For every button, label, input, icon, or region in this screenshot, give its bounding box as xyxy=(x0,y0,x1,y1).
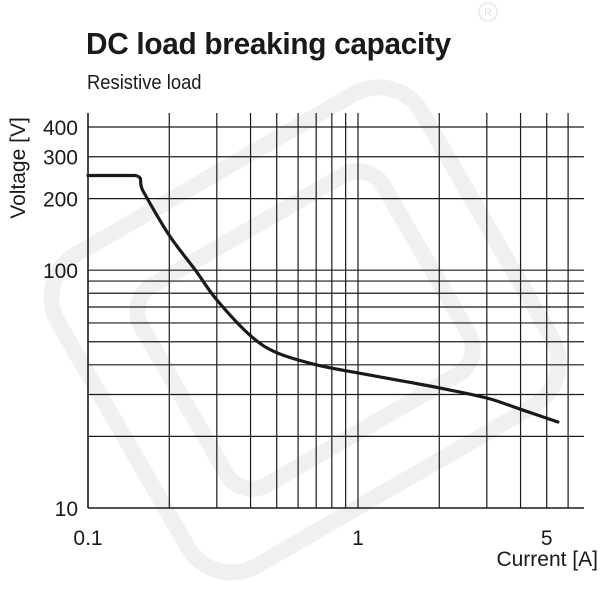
x-tick-label: 1 xyxy=(352,527,364,550)
y-tick-label: 200 xyxy=(43,189,78,212)
x-tick-label: 5 xyxy=(541,527,553,550)
x-axis-label: Current [A] xyxy=(496,548,598,571)
y-tick-labels: 10 100 200 300 400 xyxy=(43,117,78,521)
x-tick-label: 0.1 xyxy=(73,527,102,550)
series-group xyxy=(86,173,560,424)
y-tick-label: 400 xyxy=(43,117,78,140)
y-tick-label: 300 xyxy=(43,147,78,170)
y-tick-label: 10 xyxy=(55,498,78,521)
y-tick-label: 100 xyxy=(43,260,78,283)
y-gridlines xyxy=(88,126,584,438)
x-tick-labels: 0.1 1 5 xyxy=(73,527,552,550)
y-axis-label: Voltage [V] xyxy=(7,117,30,219)
chart-title-text: DC load breaking capacity xyxy=(86,26,451,61)
x-gridlines xyxy=(168,113,569,508)
plot-frame xyxy=(87,113,584,509)
series-line xyxy=(86,173,560,424)
